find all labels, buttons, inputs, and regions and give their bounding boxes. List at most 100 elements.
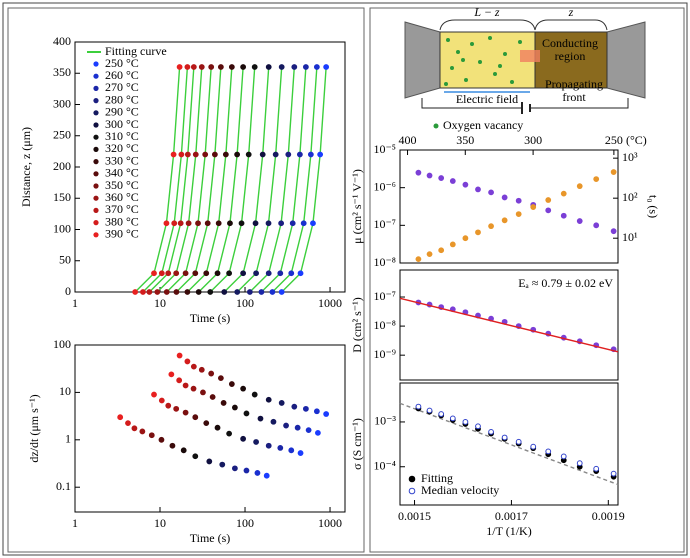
data-point [545,207,552,214]
legend-marker [93,61,99,67]
plot-frame [399,382,619,506]
data-point [501,194,508,201]
plot-frame [399,149,619,264]
data-point [184,358,191,365]
data-point [610,228,617,235]
legend-label: 300 °C [105,117,139,131]
x-axis-label: Time (s) [190,531,231,545]
data-point [296,151,303,158]
y-tick-label: 150 [53,190,71,204]
data-point [215,220,222,227]
length-label: L − z [473,5,500,19]
data-point [169,442,176,449]
data-point [449,178,456,184]
data-point [192,151,199,158]
data-point [220,400,227,406]
data-point [240,435,247,442]
data-point [317,151,324,158]
data-point [238,220,245,227]
data-point [208,64,215,70]
data-point [438,247,445,254]
data-point [243,410,250,417]
data-point [515,197,522,204]
right-frame [369,7,685,553]
data-point [190,385,197,392]
front-label: Propagating [545,77,603,91]
data-point [263,472,270,479]
data-point [576,218,583,224]
data-point [211,151,218,158]
data-point [176,64,183,70]
data-point [148,432,155,439]
vacancies [444,36,522,86]
data-point [449,241,456,248]
conducting-label: region [555,49,586,63]
data-point [226,430,233,437]
data-point [253,270,260,277]
y-tick-label: 10⁻⁶ [373,179,396,193]
legend-label: Fitting [421,471,453,485]
data-point [278,220,285,227]
data-point [515,211,522,218]
legend-label: 260 °C [105,68,139,82]
data-point [195,289,202,295]
data-point [530,204,537,210]
y-tick-label: 200 [53,159,71,173]
top-tick-label: 300 [524,133,542,147]
data-point [204,220,211,227]
legend-marker [93,159,99,165]
data-point [184,151,191,158]
data-point [165,402,172,409]
data-point [178,151,185,158]
data-point [560,453,567,460]
data-point [254,470,261,476]
y-tick-label: 50 [59,253,71,267]
data-point [315,429,321,436]
vacancy-key [433,123,439,129]
data-point [302,405,309,412]
data-point [203,270,210,277]
data-point [228,381,235,387]
legend-marker [93,195,99,201]
front-glow [520,50,540,62]
data-point [140,289,146,295]
legend-marker [93,98,99,104]
data-point [190,64,197,70]
bracket-right [534,19,608,31]
data-point [163,289,170,295]
legend-marker [93,122,99,128]
data-point [173,270,180,277]
legend-marker [93,232,99,238]
data-point [146,289,153,295]
data-point [278,64,285,70]
x-axis-label: Time (s) [190,311,231,325]
data-point [184,289,191,295]
data-point [415,169,422,176]
y-axis-label: μ (cm² s⁻¹ V⁻¹) [350,169,364,244]
data-point [219,461,226,468]
y-tick-label: 250 [53,128,71,142]
data-point [151,270,157,277]
legend-label: 330 °C [105,153,139,167]
data-point [231,465,238,472]
y-tick-label: 0.1 [56,479,71,493]
data-point [185,220,192,227]
y2-tick-label: 10¹ [622,230,638,244]
y-tick-label: 1 [65,432,71,446]
data-point [297,450,304,456]
top-tick-label: 400 [399,133,417,147]
data-point [180,447,187,454]
data-point [206,458,213,465]
data-point [278,400,285,406]
data-point [226,270,233,277]
data-point [207,289,214,295]
fit-line [399,297,619,353]
data-point [545,197,552,203]
data-point [125,420,131,427]
data-point [240,270,247,277]
y2-tick-label: 10² [622,190,638,204]
data-point [176,352,183,359]
data-point [610,470,617,477]
y2-tick-label: 10³ [622,150,638,164]
annotation: Eₐ ≈ 0.79 ± 0.02 eV [518,276,613,290]
